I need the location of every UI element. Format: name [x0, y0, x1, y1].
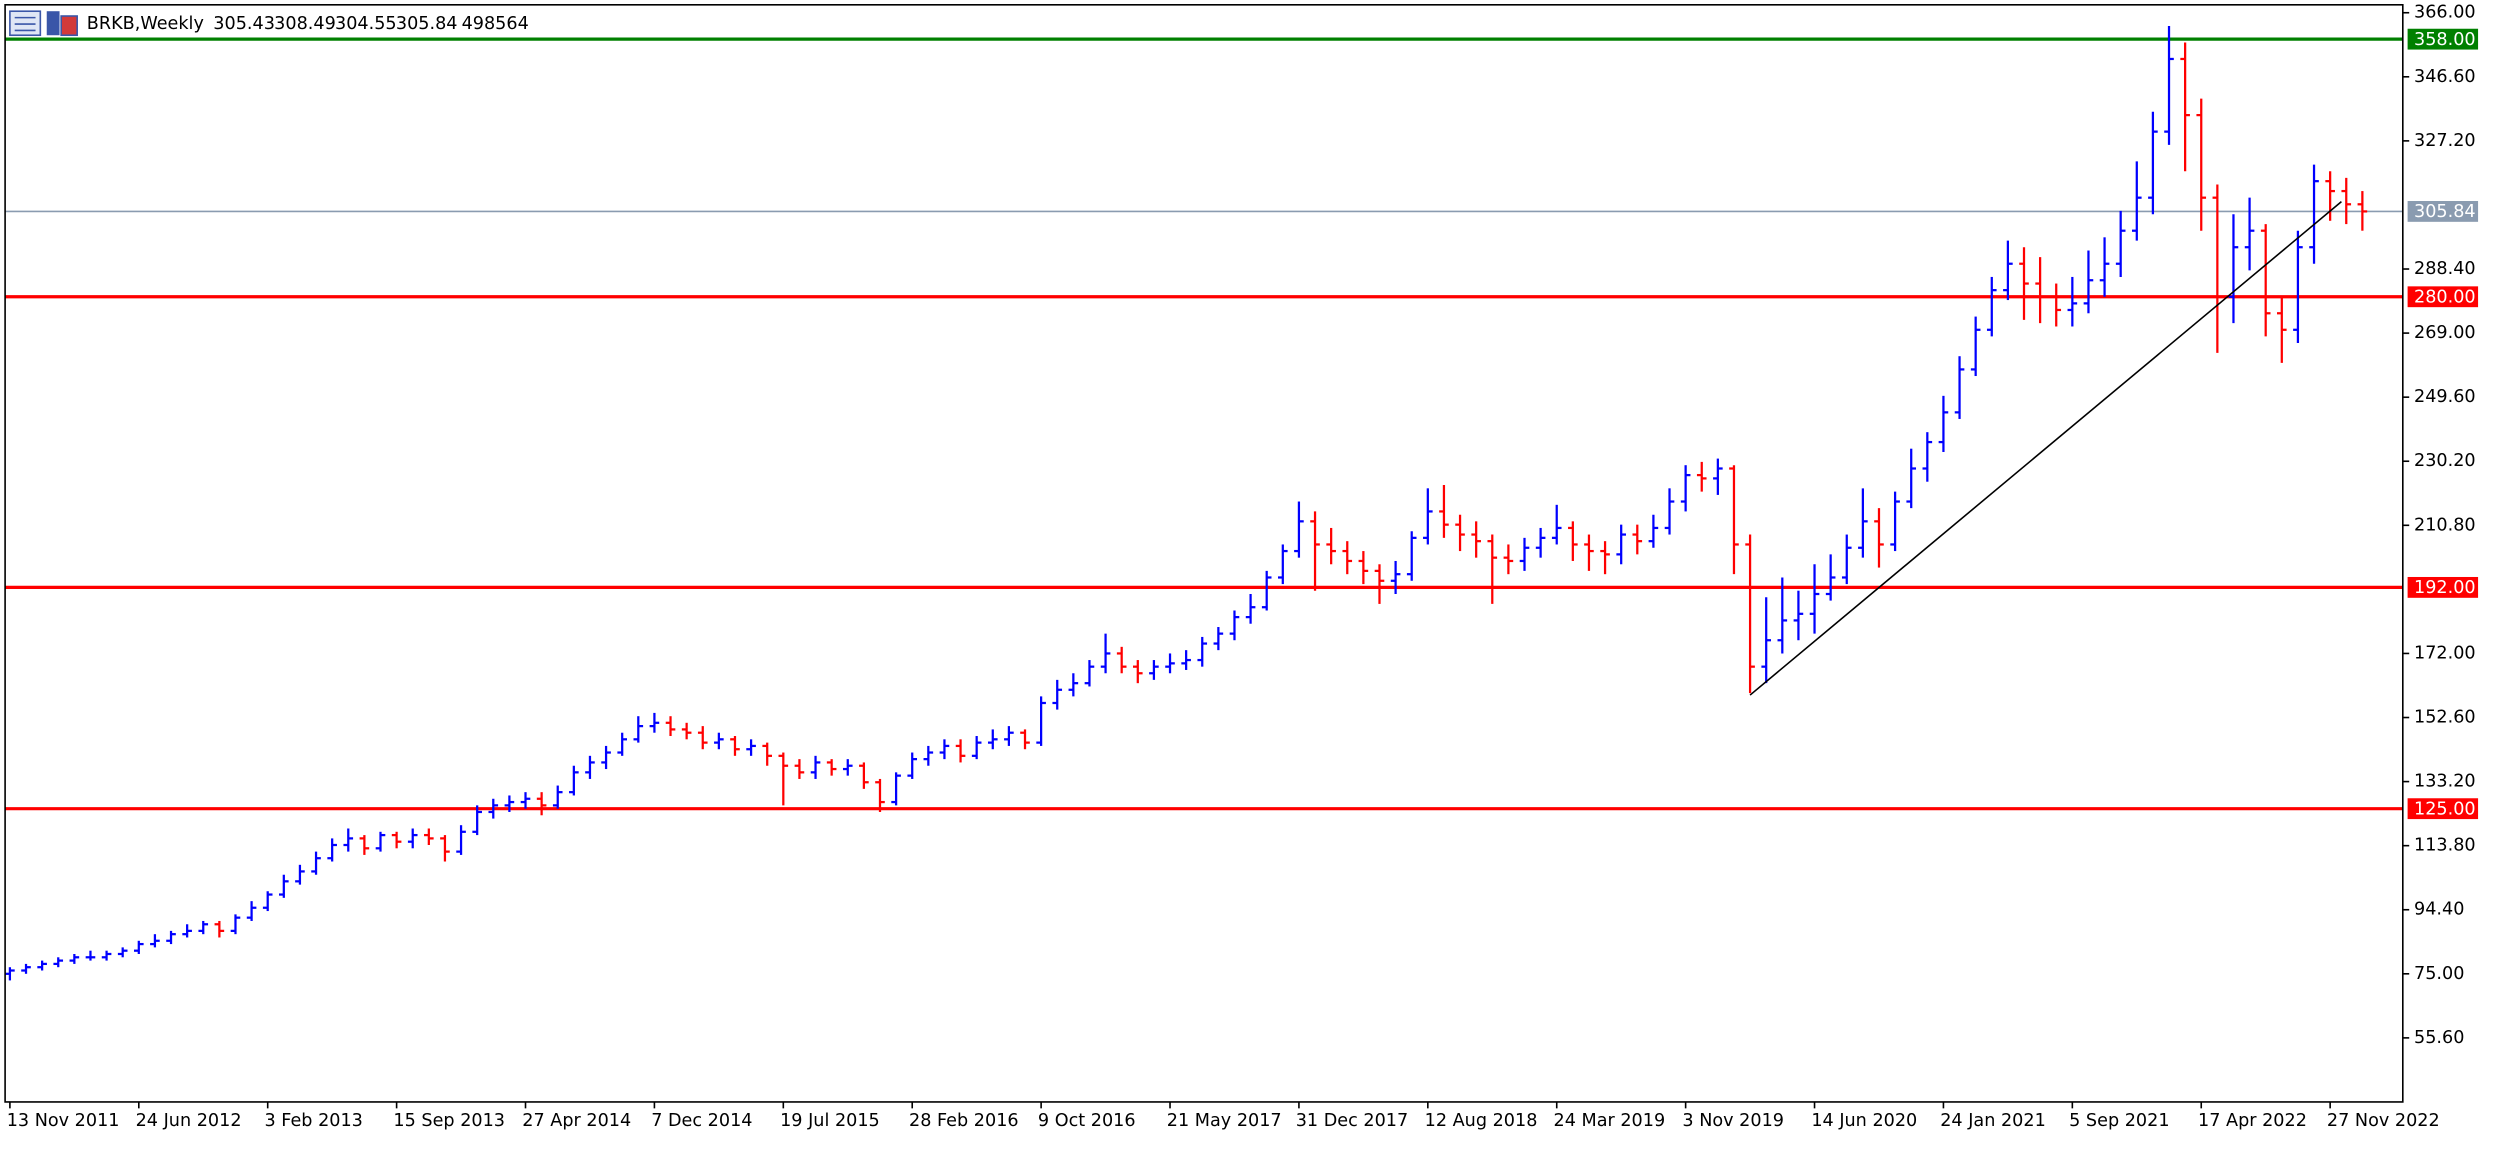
header-icons — [9, 10, 78, 37]
x-tick-label: 28 Feb 2016 — [909, 1111, 1019, 1131]
y-tick-label: 152.60 — [2414, 708, 2476, 728]
level-label: 125.00 — [2414, 799, 2476, 819]
plot-area — [5, 25, 2403, 981]
y-tick-label: 366.00 — [2414, 3, 2476, 23]
y-tick-label: 327.20 — [2414, 131, 2476, 151]
y-tick-label: 249.60 — [2414, 387, 2476, 407]
x-tick-label: 15 Sep 2013 — [393, 1111, 505, 1131]
plot-border — [4, 4, 2404, 1103]
header-low: 304.55 — [335, 14, 397, 34]
symbol: BRKB,Weekly — [87, 14, 204, 34]
x-tick-label: 27 Nov 2022 — [2327, 1111, 2440, 1131]
x-tick-label: 9 Oct 2016 — [1038, 1111, 1136, 1131]
y-tick-label: 288.40 — [2414, 259, 2476, 279]
x-tick-label: 13 Nov 2011 — [7, 1111, 120, 1131]
y-tick-label: 269.00 — [2414, 323, 2476, 343]
level-label-box — [2407, 798, 2479, 820]
header-high: 308.49 — [274, 14, 336, 34]
x-tick-label: 24 Mar 2019 — [1554, 1111, 1666, 1131]
x-tick-label: 3 Nov 2019 — [1682, 1111, 1784, 1131]
header-open: 305.43 — [213, 14, 275, 34]
level-label: 358.00 — [2414, 30, 2476, 50]
x-tick-label: 24 Jun 2012 — [136, 1111, 242, 1131]
last-price-label-box — [2407, 201, 2479, 222]
x-tick-label: 19 Jul 2015 — [780, 1111, 880, 1131]
y-tick-label: 172.00 — [2414, 643, 2476, 663]
icon — [46, 11, 60, 36]
x-tick-label: 5 Sep 2021 — [2069, 1111, 2169, 1131]
level-label-box — [2407, 576, 2479, 598]
x-tick-label: 27 Apr 2014 — [522, 1111, 631, 1131]
level-label-box — [2407, 28, 2479, 50]
y-tick-label: 346.60 — [2414, 67, 2476, 87]
y-tick-label: 210.80 — [2414, 515, 2476, 535]
x-tick-label: 7 Dec 2014 — [651, 1111, 752, 1131]
level-label: 192.00 — [2414, 578, 2476, 598]
trend-line — [1749, 201, 2342, 696]
y-tick-label: 55.60 — [2414, 1028, 2464, 1048]
y-tick-label: 113.80 — [2414, 836, 2476, 856]
level-label-box — [2407, 286, 2479, 308]
y-tick-label: 230.20 — [2414, 451, 2476, 471]
x-tick-label: 12 Aug 2018 — [1425, 1111, 1538, 1131]
icon — [60, 15, 78, 37]
x-tick-label: 21 May 2017 — [1167, 1111, 1282, 1131]
x-tick-label: 31 Dec 2017 — [1296, 1111, 1409, 1131]
x-tick-label: 17 Apr 2022 — [2198, 1111, 2307, 1131]
header-volume: 498564 — [462, 14, 529, 34]
level-label: 280.00 — [2414, 288, 2476, 308]
y-tick-label: 133.20 — [2414, 772, 2476, 792]
x-tick-label: 24 Jan 2021 — [1940, 1111, 2046, 1131]
x-tick-label: 14 Jun 2020 — [1811, 1111, 1917, 1131]
y-tick-label: 94.40 — [2414, 900, 2464, 920]
header-close: 305.84 — [396, 14, 458, 34]
y-tick-label: 75.00 — [2414, 964, 2464, 984]
x-tick-label: 3 Feb 2013 — [265, 1111, 363, 1131]
last-price-label: 305.84 — [2414, 202, 2476, 222]
